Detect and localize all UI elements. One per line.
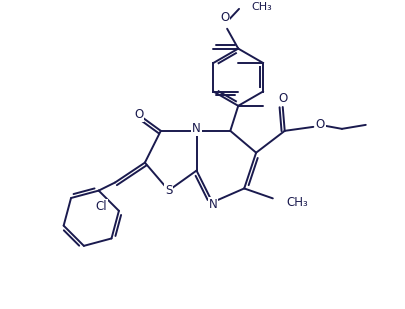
Text: O: O bbox=[278, 92, 288, 105]
Text: O: O bbox=[134, 108, 143, 121]
Text: N: N bbox=[192, 122, 201, 135]
Text: N: N bbox=[209, 198, 217, 211]
Text: O: O bbox=[220, 11, 230, 24]
Text: CH₃: CH₃ bbox=[252, 2, 273, 12]
Text: CH₃: CH₃ bbox=[287, 196, 309, 209]
Text: S: S bbox=[165, 184, 173, 197]
Text: Cl: Cl bbox=[95, 200, 107, 213]
Text: O: O bbox=[316, 118, 325, 131]
